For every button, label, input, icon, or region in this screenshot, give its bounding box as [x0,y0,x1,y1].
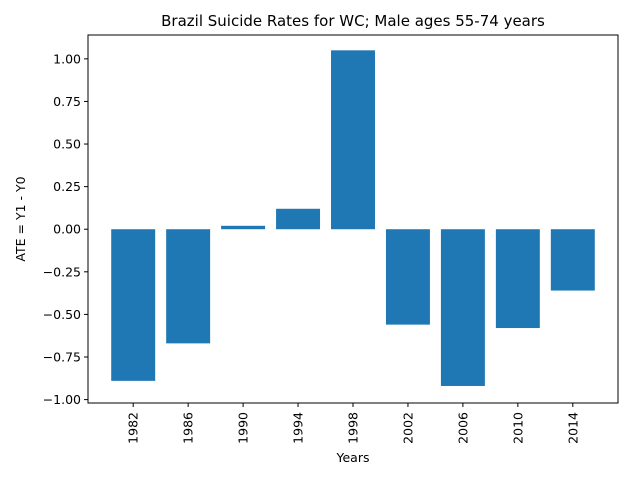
bar-2010 [495,229,540,329]
x-tick-label: 2006 [455,412,470,444]
x-tick-label: 1990 [236,412,251,444]
x-tick-label: 1982 [126,412,141,444]
bar-1994 [276,208,321,230]
bar-2006 [440,229,485,386]
chart-title: Brazil Suicide Rates for WC; Male ages 5… [161,12,545,30]
plot-area [111,50,595,386]
bar-1998 [331,50,375,230]
bar-1990 [221,225,266,230]
y-tick-label: −1.00 [43,392,81,407]
bar-1982 [111,229,156,381]
x-tick-label: 1986 [181,412,196,444]
y-tick-label: 1.00 [53,51,81,66]
bar-1986 [166,229,211,344]
x-tick-label: 2010 [510,412,525,444]
bar-2014 [550,229,595,291]
y-tick-label: −0.25 [43,264,81,279]
y-tick-label: 0.75 [53,94,81,109]
y-axis-label: ATE = Y1 - Y0 [13,176,28,261]
x-tick-label: 2002 [400,412,415,444]
x-tick-label: 1994 [291,412,306,444]
y-axis: 1.00 0.75 0.50 0.25 0.00 −0.25 −0.50 −0.75 −1.00 [43,51,88,407]
x-axis: 1982 1986 1990 1994 1998 2002 2006 2010 2014 [126,403,580,444]
y-tick-label: 0.00 [53,222,81,237]
x-axis-label: Years [336,450,370,465]
y-tick-label: 0.50 [53,137,81,152]
y-tick-label: −0.75 [43,350,81,365]
bar-2002 [385,229,430,325]
y-tick-label: 0.25 [53,179,81,194]
y-tick-label: −0.50 [43,307,81,322]
x-tick-label: 1998 [346,412,361,444]
x-tick-label: 2014 [565,412,580,444]
